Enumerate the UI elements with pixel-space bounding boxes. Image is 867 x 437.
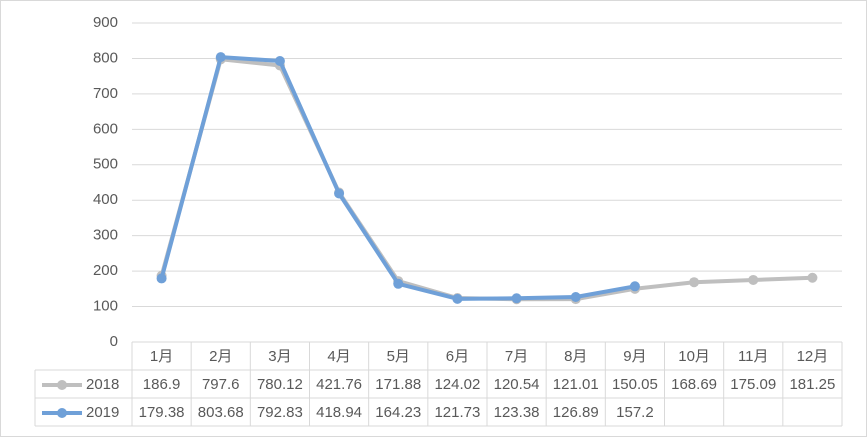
x-tick-label: 8月 xyxy=(564,348,587,365)
series-marker xyxy=(334,188,345,199)
table-value: 121.73 xyxy=(434,404,480,421)
series-marker xyxy=(807,272,818,283)
table-value: 124.02 xyxy=(434,376,480,393)
y-tick-label: 800 xyxy=(93,49,118,66)
legend-label: 2018 xyxy=(86,376,119,393)
y-tick-label: 400 xyxy=(93,191,118,208)
table-value: 168.69 xyxy=(671,376,717,393)
table-value: 150.05 xyxy=(612,376,658,393)
x-tick-label: 12月 xyxy=(797,348,829,365)
x-tick-label: 1月 xyxy=(150,348,173,365)
legend-marker xyxy=(57,380,67,390)
table-value: 179.38 xyxy=(139,404,185,421)
x-tick-label: 3月 xyxy=(268,348,291,365)
series-marker xyxy=(215,52,226,63)
table-value: 120.54 xyxy=(494,376,540,393)
x-tick-label: 9月 xyxy=(623,348,646,365)
y-tick-label: 200 xyxy=(93,262,118,279)
series-marker xyxy=(629,281,640,292)
table-value: 164.23 xyxy=(375,404,421,421)
series-marker xyxy=(156,273,167,284)
y-tick-label: 100 xyxy=(93,298,118,315)
series-marker xyxy=(274,55,285,66)
x-tick-label: 5月 xyxy=(387,348,410,365)
legend-marker xyxy=(57,408,67,418)
series-marker xyxy=(393,278,404,289)
table-value: 181.25 xyxy=(789,376,835,393)
table-value: 792.83 xyxy=(257,404,303,421)
table-value: 126.89 xyxy=(553,404,599,421)
table-value: 175.09 xyxy=(730,376,776,393)
table-value: 421.76 xyxy=(316,376,362,393)
y-tick-label: 300 xyxy=(93,227,118,244)
y-tick-label: 500 xyxy=(93,156,118,173)
table-value: 186.9 xyxy=(143,376,181,393)
x-tick-label: 11月 xyxy=(738,348,769,365)
y-tick-label: 700 xyxy=(93,85,118,102)
x-tick-label: 6月 xyxy=(446,348,469,365)
table-value: 418.94 xyxy=(316,404,362,421)
x-tick-label: 7月 xyxy=(505,348,528,365)
x-tick-label: 4月 xyxy=(327,348,350,365)
table-value: 157.2 xyxy=(616,404,654,421)
x-tick-label: 10月 xyxy=(678,348,710,365)
y-tick-label: 0 xyxy=(110,333,118,350)
series-marker xyxy=(570,292,581,303)
legend-label: 2019 xyxy=(86,404,119,421)
table-value: 803.68 xyxy=(198,404,244,421)
y-tick-label: 900 xyxy=(93,14,118,31)
series-marker xyxy=(689,277,700,288)
y-tick-label: 600 xyxy=(93,120,118,137)
table-value: 123.38 xyxy=(494,404,540,421)
table-value: 780.12 xyxy=(257,376,303,393)
series-marker xyxy=(511,293,522,304)
table-value: 171.88 xyxy=(375,376,421,393)
table-value: 121.01 xyxy=(553,376,599,393)
x-tick-label: 2月 xyxy=(209,348,232,365)
table-value: 797.6 xyxy=(202,376,240,393)
series-marker xyxy=(748,274,759,285)
series-marker xyxy=(452,293,463,304)
